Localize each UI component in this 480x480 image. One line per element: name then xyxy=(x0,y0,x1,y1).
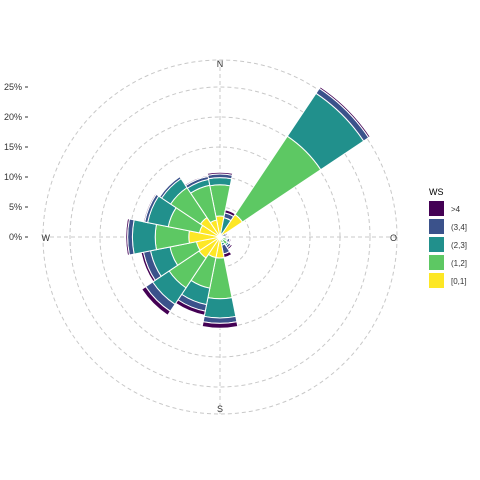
wind-bar-segment xyxy=(201,321,239,329)
grid-circle xyxy=(99,116,341,358)
r-axis-tick-label: 0% xyxy=(9,232,22,242)
legend-swatch xyxy=(429,201,444,216)
wind-bar-segment xyxy=(140,285,172,317)
direction-label: S xyxy=(217,404,223,414)
grid-circle-outer xyxy=(42,59,398,415)
radial-axis: 0% 5% 10% 15% 20% 25% xyxy=(4,82,28,242)
legend: WS >4 (3,4] (2,3] (1,2] [0,1] xyxy=(429,187,467,288)
r-axis-tick-label: 10% xyxy=(4,172,22,182)
wind-bar-segment xyxy=(206,171,234,176)
direction-label: W xyxy=(42,233,51,243)
legend-swatch xyxy=(429,255,444,270)
legend-label: (2,3] xyxy=(451,241,467,250)
wind-bar-segment xyxy=(318,86,371,139)
legend-title: WS xyxy=(429,187,444,197)
wind-bar-segment xyxy=(131,219,158,255)
direction-label: O xyxy=(390,233,397,243)
wind-bar-segment xyxy=(158,175,181,198)
r-axis-tick-label: 5% xyxy=(9,202,22,212)
legend-label: (3,4] xyxy=(451,223,467,232)
wind-bar-segment xyxy=(207,177,233,187)
direction-label: N xyxy=(217,59,224,69)
wind-bars xyxy=(125,86,371,329)
legend-label: [0,1] xyxy=(451,277,467,286)
wind-bar-segment xyxy=(224,231,229,237)
grid-circle xyxy=(69,86,371,388)
legend-swatch xyxy=(429,273,444,288)
wind-bar-segment xyxy=(184,174,209,187)
legend-swatch xyxy=(429,237,444,252)
r-axis-tick-label: 15% xyxy=(4,142,22,152)
wind-bar-segment xyxy=(142,192,157,223)
legend-swatch xyxy=(429,219,444,234)
direction-labels: N O S W xyxy=(42,59,398,414)
legend-label: >4 xyxy=(451,205,461,214)
r-axis-tick-label: 25% xyxy=(4,82,22,92)
legend-label: (1,2] xyxy=(451,259,467,268)
r-axis-tick-label: 20% xyxy=(4,112,22,122)
wind-bar-segment xyxy=(203,297,237,319)
wind-bar-segment xyxy=(125,218,130,256)
